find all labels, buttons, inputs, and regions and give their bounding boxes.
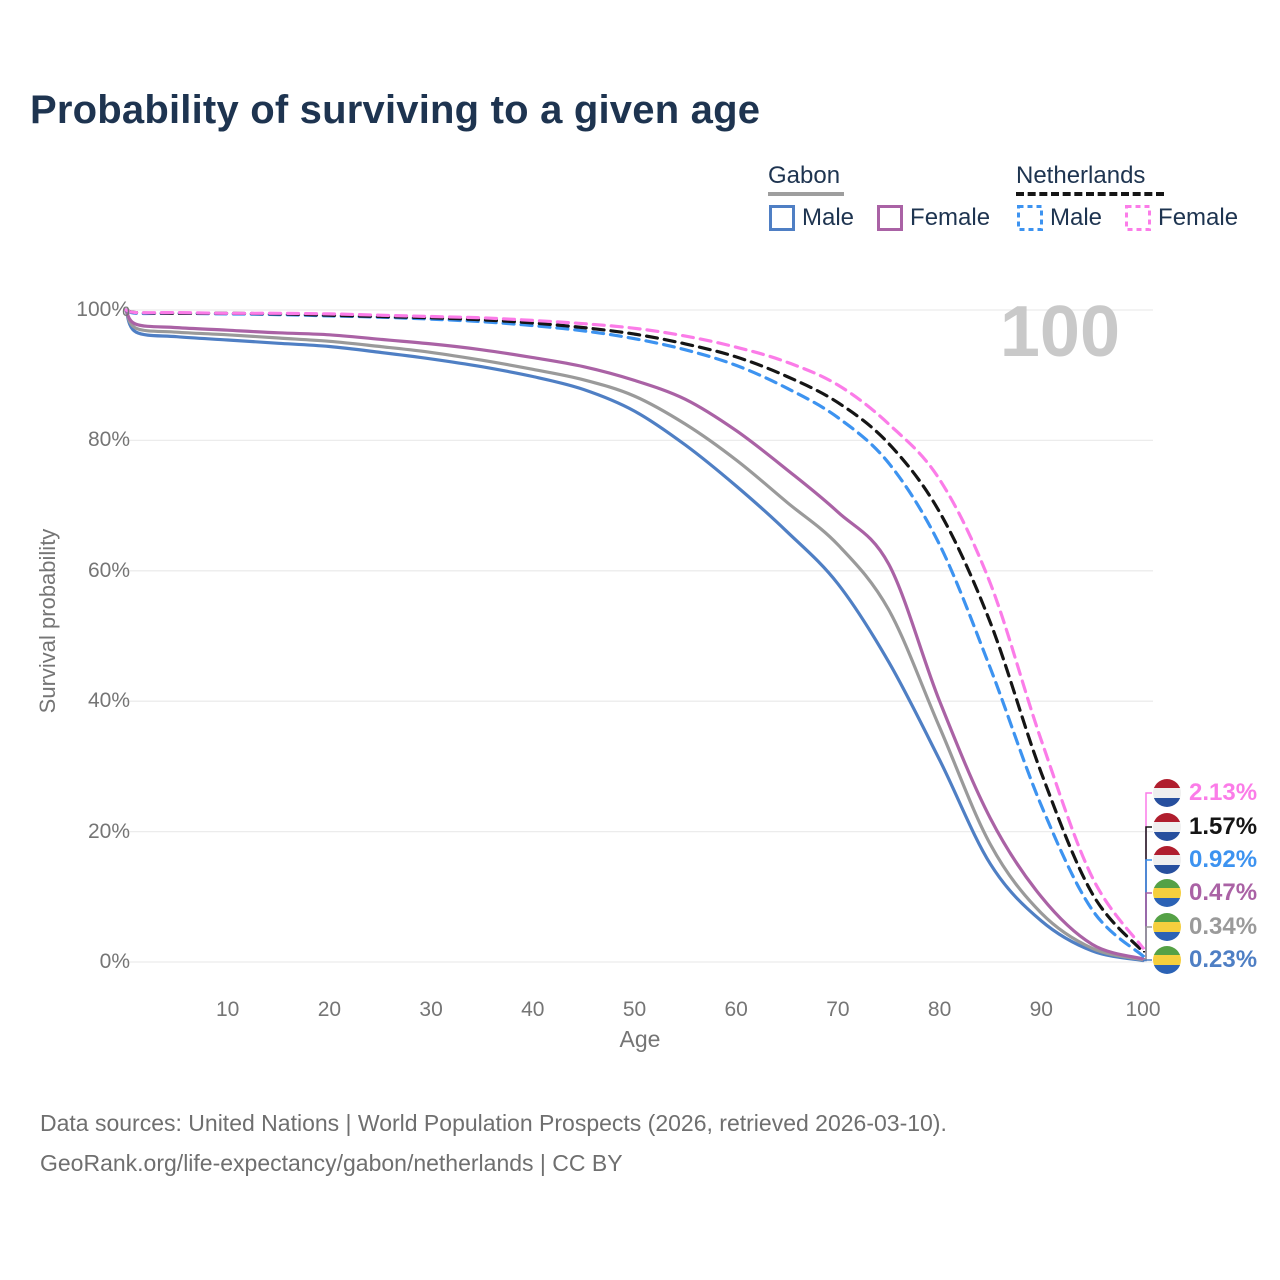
netherlands-flag-icon [1153,813,1181,841]
netherlands-flag-icon [1153,846,1181,874]
end-label-value: 0.92% [1189,846,1258,873]
legend-item-label: Male [802,204,855,231]
y-tick-100%: 100% [76,298,130,321]
x-axis-title: Age [619,1026,661,1052]
x-tick-100: 100 [1125,998,1161,1021]
gabon-flag-icon [1153,879,1181,907]
end-label-value: 0.34% [1189,913,1258,940]
y-tick-0%: 0% [99,950,130,973]
series-line-gabon-female[interactable] [124,308,1145,961]
x-tick-30: 30 [419,998,443,1021]
x-tick-60: 60 [724,998,748,1021]
end-label-gabon-female: 0.47% [1152,878,1257,908]
gabon-flag-icon [1153,913,1181,941]
end-label-connector [1143,959,1152,962]
x-tick-50: 50 [622,998,647,1021]
end-label-connector [1143,859,1152,957]
legend-group-gabon: Gabon [768,162,841,189]
y-tick-20%: 20% [87,819,130,843]
legend-item-gabon-female[interactable]: Female [876,204,990,232]
end-label-value: 2.13% [1189,779,1258,806]
x-tick-90: 90 [1029,998,1053,1021]
end-label-netherlands-male: 0.92% [1152,845,1257,875]
end-label-value: 0.23% [1189,946,1258,973]
end-label-netherlands-female: 2.13% [1152,778,1257,808]
end-label-connector [1143,826,1152,953]
legend-underline-dashed [1016,192,1164,196]
end-label-connector [1143,926,1152,961]
x-tick-20: 20 [317,998,342,1021]
x-tick-10: 10 [216,998,240,1021]
page-title: Probability of surviving to a given age [30,88,761,132]
end-label-connector [1143,792,1152,949]
series-line-netherlands-female[interactable] [124,308,1145,950]
y-tick-80%: 80% [87,428,130,452]
legend-item-label: Female [1158,204,1239,231]
end-label-gabon-male: 0.23% [1152,945,1257,975]
legend-item-label: Female [910,204,991,231]
legend-items-row: Male Female [1016,204,1238,232]
end-label-value: 1.57% [1189,813,1258,840]
legend-swatch-icon [877,205,904,231]
legend-swatch-icon [1125,205,1152,231]
series-line-gabon-male[interactable] [124,308,1145,963]
legend-item-label: Male [1050,204,1103,231]
attribution-link-text: GeoRank.org/life-expectancy/gabon/nether… [40,1150,623,1176]
gabon-flag-icon [1153,946,1181,974]
end-label-connector [1143,892,1152,960]
series-line-gabon-both-sexes[interactable] [124,308,1145,962]
series-line-netherlands-male[interactable] [124,308,1145,958]
legend-swatch-icon [1017,205,1043,231]
legend-item-netherlands-female[interactable]: Female [1124,204,1238,232]
legend-item-gabon-male[interactable]: Male [768,204,854,232]
series-line-netherlands-both-sexes[interactable] [124,308,1145,954]
legend-item-netherlands-male[interactable]: Male [1016,204,1102,232]
age-counter-watermark: 100 [999,292,1120,372]
legend-group-netherlands: Netherlands [1016,162,1146,189]
y-tick-40%: 40% [87,689,130,713]
end-label-gabon-both-sexes: 0.34% [1152,912,1257,942]
legend-items-row: Male Female [768,204,990,232]
y-tick-60%: 60% [87,558,130,582]
legend-swatch-icon [769,205,795,231]
netherlands-flag-icon [1153,779,1181,807]
x-tick-70: 70 [826,998,850,1021]
legend-underline-solid [768,192,844,196]
end-label-value: 0.47% [1189,879,1258,906]
data-sources-text: Data sources: United Nations | World Pop… [40,1110,947,1136]
end-label-netherlands-both-sexes: 1.57% [1152,812,1257,842]
x-tick-80: 80 [927,998,952,1021]
x-tick-40: 40 [521,998,545,1021]
